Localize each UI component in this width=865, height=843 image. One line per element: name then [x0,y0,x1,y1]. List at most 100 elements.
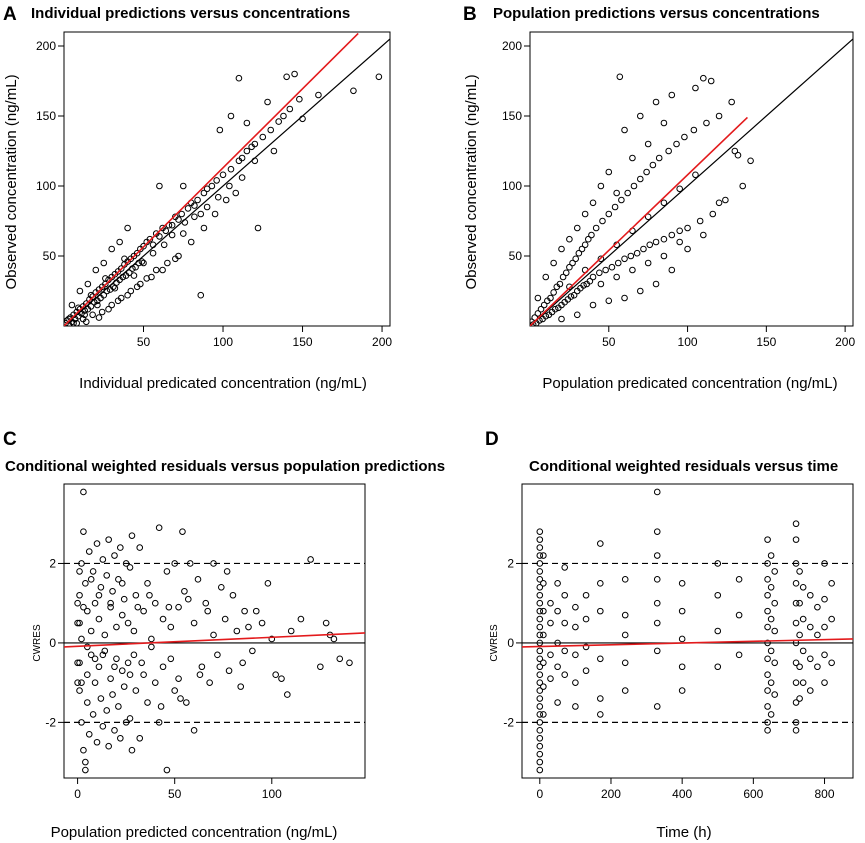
data-point-c [144,580,151,587]
data-point-b [668,231,676,239]
data-point-c [258,619,266,627]
data-point-b [715,199,723,207]
data-point-b [581,241,589,249]
data-point-c [151,679,159,686]
data-point-d [540,659,547,667]
data-point-c [118,611,126,619]
data-point-a [148,273,155,281]
y-tick-label-b: 50 [509,249,523,263]
data-point-a [103,287,111,295]
data-point-c [78,560,85,567]
data-point-a [179,230,187,237]
data-point-c [148,643,155,651]
data-point-d [764,639,771,647]
data-point-d [621,659,629,667]
data-point-c [206,679,213,686]
data-point-a [168,231,176,239]
data-point-d [792,599,800,607]
data-point-d [561,619,569,627]
data-point-b [640,245,647,253]
data-point-d [582,615,590,623]
panel-title-d: Conditional weighted residuals versus ti… [529,458,838,475]
x-tick-label-d: 800 [815,787,835,801]
data-point-a [129,265,136,272]
data-point-a [179,182,187,190]
y-axis-label-b: Observed concentration (ng/mL) [463,74,480,289]
y-tick-label-b: 150 [502,109,522,123]
data-point-a [138,258,146,265]
data-point-c [109,587,116,595]
data-point-c [105,536,112,543]
data-point-b [602,266,609,274]
data-point-c [249,647,256,655]
data-point-c [181,587,188,595]
data-point-a [98,308,106,316]
data-point-d [678,580,686,587]
data-point-d [536,655,544,663]
data-point-d [821,595,828,603]
data-point-c [122,560,130,567]
data-point-b [540,301,548,309]
data-point-b [660,119,668,127]
data-point-a [251,157,259,165]
x-tick-label-a: 200 [372,335,392,349]
y-tick-label-b: 100 [502,179,522,193]
data-point-a [350,87,357,95]
data-point-c [136,734,144,742]
data-point-c [111,663,118,671]
data-point-a [162,227,170,235]
data-point-d [806,623,814,631]
data-point-d [714,560,722,567]
x-tick-label-a: 150 [293,335,313,349]
data-point-b [676,238,683,246]
y-tick-label-d: -2 [503,715,514,729]
data-point-b [566,235,573,243]
data-point-c [78,719,85,726]
data-point-d [814,631,821,639]
data-point-d [806,591,814,599]
data-point-d [714,663,722,671]
data-point-a [124,224,131,232]
data-point-b [597,280,605,288]
data-point-d [814,663,821,671]
data-point-c [167,655,175,663]
data-point-d [764,703,771,710]
data-point-d [771,599,778,607]
data-point-a [168,221,176,229]
data-point-a [203,185,211,193]
data-point-a [315,91,322,99]
data-point-c [210,631,217,639]
data-point-d [821,623,828,631]
data-point-c [126,564,134,571]
plot-area-c: 0 50 100 -2 0 2 [45,483,366,801]
data-point-d [653,619,661,627]
data-point-b [589,301,597,309]
data-point-a [296,95,303,103]
data-point-b [728,98,735,106]
data-point-c [103,572,111,579]
data-point-d [799,615,807,623]
data-point-b [621,255,628,263]
data-point-c [171,560,178,567]
data-point-a [127,287,135,295]
data-point-b [570,291,578,299]
data-point-c [91,599,99,607]
data-point-d [536,607,544,615]
data-point-c [163,568,171,575]
data-point-a [175,252,182,260]
data-point-c [78,679,85,686]
data-point-d [536,663,544,671]
y-axis-label-d: CWRES [489,624,500,662]
data-point-c [330,635,338,643]
data-point-c [223,568,231,575]
x-tick-label-c: 0 [74,787,81,801]
data-point-b [580,282,587,289]
data-point-d [764,687,771,694]
data-point-b [559,273,567,281]
data-point-a [140,259,147,267]
panel-b: B Population predictions versus concentr… [463,4,855,392]
data-point-b [618,196,625,204]
data-point-b [649,161,657,169]
data-point-d [828,615,835,623]
